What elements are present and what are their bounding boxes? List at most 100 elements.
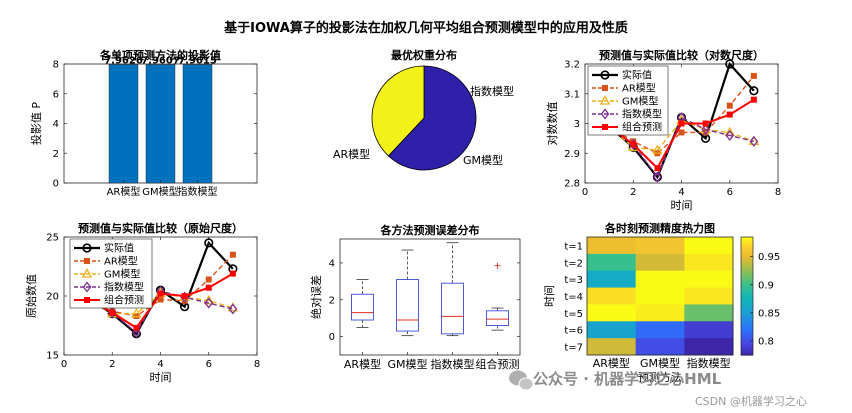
raw-chart-legend-label: 实际值: [104, 242, 134, 255]
log-chart-legend-label: 指数模型: [622, 108, 662, 121]
colorbar-segment: [741, 325, 753, 329]
log-chart-ytick-label: 3.2: [564, 60, 580, 71]
raw-chart-legend-label: GM模型: [104, 268, 140, 281]
log-chart-xtick-label: 2: [630, 187, 636, 198]
colorbar-segment: [741, 290, 753, 293]
colorbar-segment: [741, 341, 753, 344]
heatmap-cell: [587, 321, 637, 339]
colorbar-segment: [741, 315, 753, 319]
raw-chart-data-point: [181, 293, 188, 299]
colorbar-segment: [741, 319, 753, 323]
colorbar-segment: [741, 278, 753, 281]
raw-chart-xlabel: 时间: [150, 371, 172, 384]
colorbar-segment: [741, 264, 753, 268]
colorbar-segment: [741, 237, 753, 240]
log-chart-data-point: [749, 86, 759, 96]
log-chart-title: 预测值与实际值比较（对数尺度）: [599, 48, 764, 62]
bar-value-label: 7.9615: [178, 56, 217, 67]
colorbar-segment: [741, 303, 753, 307]
colorbar-segment: [741, 284, 753, 287]
colorbar-segment: [741, 343, 753, 346]
log-chart-legend-label: AR模型: [622, 82, 656, 95]
raw-chart-data-point: [157, 296, 164, 303]
colorbar-segment: [741, 296, 753, 299]
heatmap-cell: [684, 270, 734, 289]
colorbar-segment: [741, 307, 753, 311]
bar: [145, 64, 176, 184]
heatmap-cell: [684, 253, 734, 272]
colorbar-segment: [741, 327, 753, 331]
log-chart-data-point: [749, 135, 759, 147]
heatmap-cell: [635, 270, 685, 289]
log-chart-legend-marker: [602, 85, 608, 91]
log-chart-ytick-label: 2.8: [564, 179, 580, 190]
heatmap-cell: [587, 253, 637, 272]
colorbar-segment: [741, 297, 753, 301]
colorbar-segment: [741, 246, 753, 250]
colorbar-segment: [741, 250, 753, 254]
box-chart-ytick-label: 0: [329, 332, 335, 343]
heatmap-cell: [635, 304, 685, 322]
heatmap-cell: [684, 287, 734, 305]
raw-chart-data-point: [205, 276, 212, 283]
log-chart-data-point: [630, 141, 637, 148]
watermark-icon-layer: [509, 370, 534, 391]
raw-chart-data-point: [228, 303, 238, 315]
colorbar-segment: [741, 254, 753, 258]
heatmap-xtick-label: GM模型: [640, 356, 680, 370]
colorbar-segment: [741, 294, 753, 297]
log-chart-legend-label: 组合预测: [622, 121, 662, 134]
box-iqr: [351, 293, 374, 321]
raw-chart-data-point: [131, 307, 142, 318]
colorbar-segment: [741, 313, 753, 317]
raw-chart-legend-label: 组合预测: [104, 294, 144, 307]
log-chart-legend-marker: [600, 108, 610, 120]
log-chart-series-line: [608, 119, 755, 152]
bar-chart-ytick-label: 2: [53, 149, 59, 160]
colorbar-segment: [741, 301, 753, 305]
heatmap-cell: [635, 287, 685, 305]
heatmap-ytick-label: t=3: [564, 275, 583, 286]
raw-chart-ytick-label: 15: [46, 351, 59, 362]
raw-chart-data-point: [203, 294, 215, 305]
log-chart-legend-marker: [600, 70, 610, 80]
bar-value-label: 7.9626: [104, 56, 143, 67]
pie-slice: [387, 65, 477, 171]
colorbar-segment: [741, 242, 753, 246]
log-chart-data-point: [725, 59, 735, 69]
log-chart-data-point: [725, 129, 735, 141]
box-chart-xtick-label: 指数模型: [431, 357, 475, 371]
colorbar-segment: [741, 270, 753, 273]
raw-chart-data-point: [229, 270, 236, 277]
raw-chart-data-point: [229, 251, 236, 258]
colorbar-segment: [741, 276, 753, 279]
raw-chart-legend-marker: [82, 243, 92, 253]
colorbar-segment: [741, 288, 753, 291]
log-chart-data-point: [654, 165, 661, 172]
box-chart-xtick-label: AR模型: [344, 357, 381, 371]
colorbar-segment: [741, 266, 753, 270]
colorbar-segment: [741, 351, 753, 354]
colorbar-segment: [741, 262, 753, 266]
colorbar-segment: [741, 258, 753, 262]
log-chart-data-point: [750, 96, 757, 103]
raw-chart-title: 预测值与实际值比较（原始尺度）: [78, 221, 243, 235]
heatmap-title: 各时刻预测精度热力图: [604, 221, 715, 235]
bar-chart-title: 各单项预测方法的投影值: [99, 48, 221, 62]
heatmap-cell: [684, 338, 734, 356]
raw-chart-legend-marker: [82, 281, 92, 293]
colorbar-tick-label: 0.8: [758, 336, 774, 347]
colorbar-segment: [741, 282, 753, 285]
heatmap-cell: [587, 338, 637, 356]
colorbar-segment: [741, 353, 753, 356]
colorbar-segment: [741, 345, 753, 348]
raw-chart-xtick-label: 4: [157, 359, 163, 370]
log-chart-data-point: [653, 171, 662, 183]
box-outlier: [494, 262, 501, 269]
box-chart-ylabel: 绝对误差: [309, 275, 323, 319]
colorbar-frame: [740, 236, 754, 356]
heatmap-ytick-label: t=6: [564, 326, 583, 337]
box-chart-ytick-label: 4: [329, 258, 335, 269]
colorbar-segment: [741, 268, 753, 272]
